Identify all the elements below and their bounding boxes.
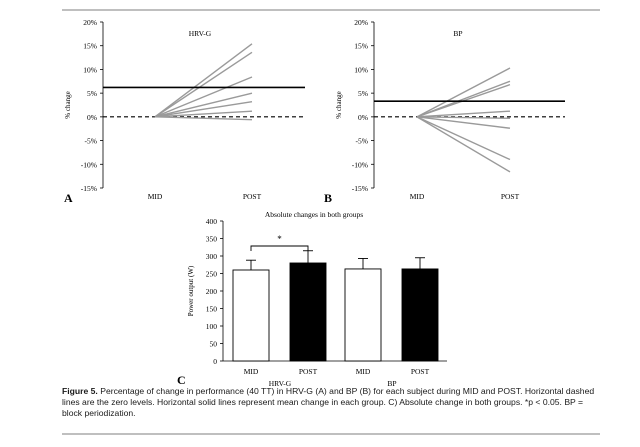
panel-b-panel-letter: B	[324, 191, 332, 205]
panel-a-y-axis-label: % change	[64, 91, 72, 118]
panel-c-x-label: MID	[244, 367, 259, 376]
panel-c-y-tick-label: 0	[213, 357, 217, 366]
panel-a-subject-line	[154, 110, 253, 118]
panel-c-bar	[344, 268, 382, 362]
panel-c-y-tick-label: 150	[206, 305, 218, 314]
caption-figure-label: Figure 5.	[62, 386, 98, 396]
panel-b-subject-line	[416, 116, 511, 173]
panel-a: 20% 15% 10% 5% 0% -5% -10% -15% % change HRV-G MID…	[64, 18, 305, 205]
panel-b-y-tick-label: 0%	[358, 113, 368, 122]
panel-c-bar	[401, 268, 439, 362]
panel-a-subject-line	[154, 51, 253, 118]
panel-a-x-label: MID	[148, 192, 163, 201]
panel-b-y-tick-label: -5%	[356, 137, 369, 146]
panel-b-x-label: MID	[410, 192, 425, 201]
panel-c-significance-bracket	[250, 245, 309, 251]
panel-c-group-label: BP	[387, 379, 396, 388]
panel-a-x-label: POST	[243, 192, 262, 201]
panel-b-y-tick-label: -10%	[352, 160, 368, 169]
panel-c-y-tick-label: 50	[210, 340, 218, 349]
panel-b-subject-line	[416, 110, 511, 118]
panel-c-panel-letter: C	[177, 373, 186, 387]
panel-a-y-tick-label: -10%	[81, 160, 97, 169]
panel-b-subject-line	[416, 116, 511, 161]
panel-c-y-tick-label: 250	[206, 270, 218, 279]
panel-a-title: HRV-G	[189, 29, 212, 38]
panel-c-bar	[232, 269, 270, 362]
figure-caption: Figure 5. Percentage of change in perfor…	[62, 386, 602, 420]
panel-c-group-label: HRV-G	[269, 379, 292, 388]
panel-c-y-tick-label: 350	[206, 235, 218, 244]
panel-a-y-tick-label: -5%	[85, 137, 98, 146]
panel-c-title: Absolute changes in both groups	[265, 210, 363, 219]
panel-b-title: BP	[453, 29, 462, 38]
panel-c-x-label: MID	[356, 367, 371, 376]
panel-b-y-tick-label: 20%	[354, 18, 368, 27]
panel-a-subject-line	[154, 43, 253, 118]
panel-a-y-tick-label: 0%	[87, 113, 97, 122]
panel-b-y-tick-label: 5%	[358, 89, 368, 98]
panel-a-y-tick-label: -15%	[81, 184, 97, 193]
panel-b-y-tick-label: 10%	[354, 65, 368, 74]
panel-a-y-tick-label: 15%	[83, 42, 97, 51]
panel-a-y-tick-label: 10%	[83, 65, 97, 74]
panel-b-x-label: POST	[501, 192, 520, 201]
panel-a-subject-line	[154, 116, 253, 121]
panel-a-subject-line	[154, 76, 253, 118]
panel-c-y-axis-label: Power output (W)	[187, 265, 195, 316]
panel-b-subject-line	[416, 67, 511, 118]
panel-c-x-label: POST	[299, 367, 318, 376]
panel-b: 20% 15% 10% 5% 0% -5% -10% -15% % change BP MID POS…	[324, 18, 565, 205]
panel-b-y-tick-label: -15%	[352, 184, 368, 193]
panel-c-bar	[289, 262, 327, 362]
panel-a-y-tick-label: 5%	[87, 89, 97, 98]
panel-a-subject-line	[154, 100, 253, 118]
panel-c-x-label: POST	[411, 367, 430, 376]
panel-c-y-tick-label: 100	[206, 322, 218, 331]
panel-b-y-axis-label: % change	[335, 91, 343, 118]
panel-c-y-tick-label: 200	[206, 287, 218, 296]
panel-c-significance-mark: *	[277, 234, 282, 244]
panel-a-panel-letter: A	[64, 191, 73, 205]
panel-b-subject-line	[416, 116, 511, 129]
caption-text: Percentage of change in performance (40 …	[62, 386, 595, 419]
panel-c-y-tick-label: 300	[206, 252, 218, 261]
panel-c-y-tick-label: 400	[206, 217, 218, 226]
panel-b-subject-line	[416, 116, 511, 119]
panel-c: Absolute changes in both groups 400 350 300…	[177, 210, 447, 388]
panel-a-y-tick-label: 20%	[83, 18, 97, 27]
panel-a-subject-line	[154, 92, 253, 118]
panel-b-y-tick-label: 15%	[354, 42, 368, 51]
